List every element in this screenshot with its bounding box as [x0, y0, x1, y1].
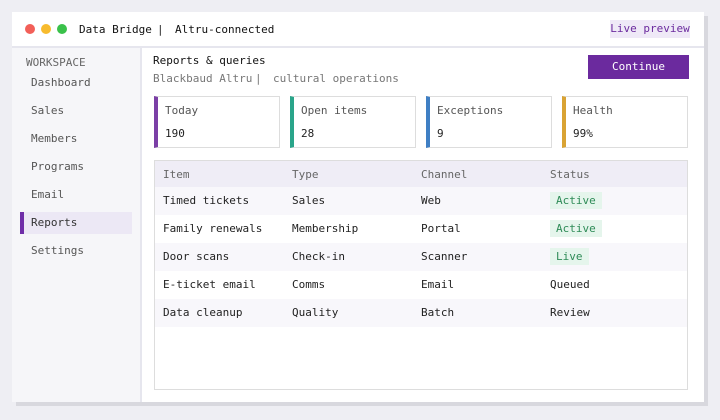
table-cell: Comms	[292, 271, 325, 299]
table-cell: Web	[421, 187, 441, 215]
stat-card: Exceptions 9	[426, 96, 552, 148]
table-cell: Active	[550, 187, 602, 215]
card-label: Today	[165, 104, 199, 117]
cell-text: Membership	[292, 222, 359, 235]
table: Item Type Channel Status Timed tickets Sales…	[154, 160, 688, 390]
table-cell: Batch	[421, 299, 454, 327]
cell-text: E-ticket email	[163, 278, 256, 291]
table-row: Timed tickets Sales Web Active	[155, 187, 687, 215]
sidebar-heading: WORKSPACE	[26, 56, 86, 69]
app-name: Data Bridge	[79, 23, 152, 36]
card-label: Exceptions	[437, 104, 504, 117]
table-cell: Portal	[421, 215, 461, 243]
cell-text: Timed tickets	[163, 194, 250, 207]
table-cell: Email	[421, 271, 454, 299]
card-value: 190	[165, 127, 185, 140]
subtitle: Blackbaud Altru	[153, 72, 253, 85]
table-cell: Review	[550, 299, 590, 327]
table-cell: Family renewals	[163, 215, 262, 243]
table-cell: E-ticket email	[163, 271, 256, 299]
cell-text: Comms	[292, 278, 326, 291]
maximize-button[interactable]	[57, 24, 67, 34]
cell-text: Data cleanup	[163, 306, 243, 319]
status: Active	[550, 192, 602, 209]
page-title: Reports & queries	[153, 54, 266, 67]
table-cell: Queued	[550, 271, 590, 299]
subtitle: cultural operations	[273, 72, 399, 85]
continue-button[interactable]: Continue	[588, 55, 689, 79]
card-value: 9	[437, 127, 444, 140]
table-cell: Active	[550, 215, 602, 243]
separator: |	[157, 23, 164, 36]
table-cell: Timed tickets	[163, 187, 249, 215]
column-header: Item	[163, 168, 190, 181]
status: Live	[550, 248, 589, 265]
cell-text: Door scans	[163, 250, 230, 263]
cell-text: Check-in	[292, 250, 345, 263]
nav-item[interactable]: Dashboard	[31, 76, 91, 89]
cell-text: Web	[421, 194, 441, 207]
table-cell: Data cleanup	[163, 299, 242, 327]
nav-item[interactable]: Programs	[31, 160, 84, 173]
nav-item[interactable]: Email	[31, 188, 65, 201]
nav-item[interactable]: Members	[31, 132, 78, 145]
cell-text: Scanner	[421, 250, 468, 263]
status: Review	[550, 306, 590, 319]
status: Queued	[550, 278, 590, 291]
table-cell: Sales	[292, 187, 325, 215]
card-label: Open items	[301, 104, 368, 117]
cell-text: Family renewals	[163, 222, 263, 235]
cell-text: Batch	[421, 306, 455, 319]
column-header: Channel	[421, 168, 468, 181]
nav-item[interactable]: Reports	[20, 212, 132, 234]
nav-item[interactable]: Settings	[31, 244, 84, 257]
stat-card: Open items 28	[290, 96, 416, 148]
close-button[interactable]	[25, 24, 35, 34]
stat-card: Today 190	[154, 96, 280, 148]
column-header: Status	[550, 168, 590, 181]
table-row: Door scans Check-in Scanner Live	[155, 243, 687, 271]
column-header: Type	[292, 168, 319, 181]
card-label: Health	[573, 104, 613, 117]
cell-text: Quality	[292, 306, 339, 319]
subtitle-separator: |	[255, 72, 262, 85]
table-cell: Quality	[292, 299, 338, 327]
table-cell: Live	[550, 243, 589, 271]
table-row: E-ticket email Comms Email Queued	[155, 271, 687, 299]
table-header: Item Type Channel Status	[155, 161, 687, 189]
minimize-button[interactable]	[41, 24, 51, 34]
connection-status: Altru-connected	[175, 23, 275, 36]
app-window: Data Bridge | Altru-connected Live previ…	[12, 12, 704, 402]
status: Active	[550, 220, 602, 237]
table-row: Family renewals Membership Portal Active	[155, 215, 687, 243]
table-cell: Check-in	[292, 243, 345, 271]
table-cell: Membership	[292, 215, 358, 243]
cell-text: Email	[421, 278, 455, 291]
cell-text: Portal	[421, 222, 461, 235]
title-bar: Data Bridge | Altru-connected Live previ…	[12, 12, 704, 48]
nav-item[interactable]: Sales	[31, 104, 65, 117]
card-value: 28	[301, 127, 315, 140]
sidebar: WORKSPACE Dashboard Sales Members Programs E…	[12, 48, 142, 402]
card-value: 99%	[573, 127, 593, 140]
table-cell: Door scans	[163, 243, 229, 271]
live-badge: Live preview	[610, 20, 690, 38]
table-row: Data cleanup Quality Batch Review	[155, 299, 687, 327]
cell-text: Sales	[292, 194, 326, 207]
stat-card: Health 99%	[562, 96, 688, 148]
table-cell: Scanner	[421, 243, 467, 271]
